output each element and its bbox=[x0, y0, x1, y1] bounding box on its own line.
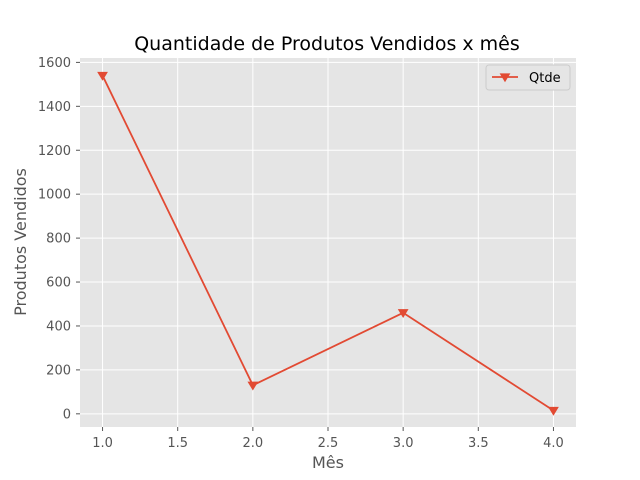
legend-marker bbox=[499, 73, 511, 83]
y-tick-label: 1200 bbox=[38, 144, 71, 159]
series-line bbox=[101, 75, 554, 412]
x-tick-label: 3.0 bbox=[393, 436, 414, 451]
y-axis-label: Produtos Vendidos bbox=[11, 168, 30, 316]
data-point bbox=[247, 381, 259, 391]
axis-ticks: 1.0 1.5 2.0 2.5 3.0 3.5 4.0 0 200 400 600 800 1000 12… bbox=[38, 56, 564, 451]
y-tick-label: 1000 bbox=[38, 188, 71, 203]
y-tick-label: 600 bbox=[46, 276, 71, 291]
series-layer bbox=[97, 71, 559, 416]
x-tick-label: 1.0 bbox=[92, 436, 113, 451]
legend: Qtde bbox=[485, 64, 571, 91]
data-point bbox=[548, 406, 559, 416]
y-tick-label: 200 bbox=[46, 363, 71, 378]
x-tick-label: 2.0 bbox=[243, 436, 264, 451]
y-tick-label: 800 bbox=[46, 232, 71, 247]
data-point bbox=[97, 71, 108, 81]
x-tick-label: 4.0 bbox=[543, 436, 564, 451]
chart-title: Quantidade de Produtos Vendidos x mês bbox=[134, 33, 520, 55]
y-tick-label: 0 bbox=[63, 407, 71, 422]
x-tick-label: 2.5 bbox=[318, 436, 339, 451]
legend-label: Qtde bbox=[529, 71, 561, 86]
x-tick-label: 1.5 bbox=[167, 436, 188, 451]
grid bbox=[80, 58, 576, 427]
legend-box bbox=[485, 64, 571, 91]
y-tick-label: 400 bbox=[46, 319, 71, 334]
y-tick-label: 1600 bbox=[38, 56, 71, 71]
y-tick-label: 1400 bbox=[38, 100, 71, 115]
x-tick-label: 3.5 bbox=[468, 436, 489, 451]
x-axis-label: Mês bbox=[312, 453, 344, 472]
data-point bbox=[397, 309, 409, 319]
